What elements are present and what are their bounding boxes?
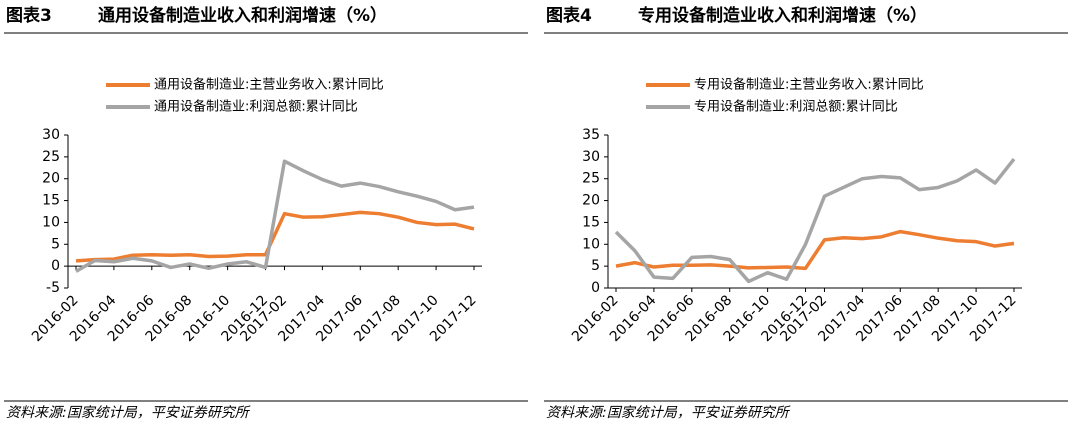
- y-tick-label: 5: [51, 236, 60, 252]
- y-tick-label: 25: [42, 149, 60, 165]
- series-line: [615, 229, 1015, 271]
- legend-label: 专用设备制造业:利润总额:累计同比: [694, 99, 898, 115]
- source-note: 资料来源:国家统计局，平安证券研究所: [6, 405, 251, 421]
- y-tick-label: 35: [582, 127, 600, 143]
- y-tick-label: 20: [42, 171, 60, 187]
- y-tick-label: 10: [42, 214, 60, 230]
- series-line: [75, 159, 475, 273]
- y-tick-label: 25: [582, 171, 600, 187]
- y-tick-label: 15: [582, 214, 600, 230]
- figure-label: 图表4: [546, 5, 592, 26]
- y-tick-label: 0: [591, 280, 600, 296]
- source-note: 资料来源:国家统计局，平安证券研究所: [546, 405, 791, 421]
- series-line: [75, 210, 475, 263]
- legend-label: 通用设备制造业:利润总额:累计同比: [154, 99, 358, 115]
- y-tick-label: 15: [42, 193, 60, 209]
- figure-label: 图表3: [6, 5, 52, 26]
- y-tick-label: 30: [582, 149, 600, 165]
- legend-label: 通用设备制造业:主营业务收入:累计同比: [154, 77, 384, 93]
- legend-label: 专用设备制造业:主营业务收入:累计同比: [694, 77, 924, 93]
- y-tick-label: 30: [42, 127, 60, 143]
- y-tick-label: 20: [582, 193, 600, 209]
- chart-title: 通用设备制造业收入和利润增速（%）: [98, 5, 387, 26]
- y-tick-label: 0: [51, 258, 60, 274]
- series-line: [614, 157, 1016, 284]
- y-tick-label: 5: [591, 258, 600, 274]
- y-tick-label: -5: [46, 280, 60, 296]
- y-tick-label: 10: [582, 236, 600, 252]
- chart-title: 专用设备制造业收入和利润增速（%）: [638, 5, 927, 26]
